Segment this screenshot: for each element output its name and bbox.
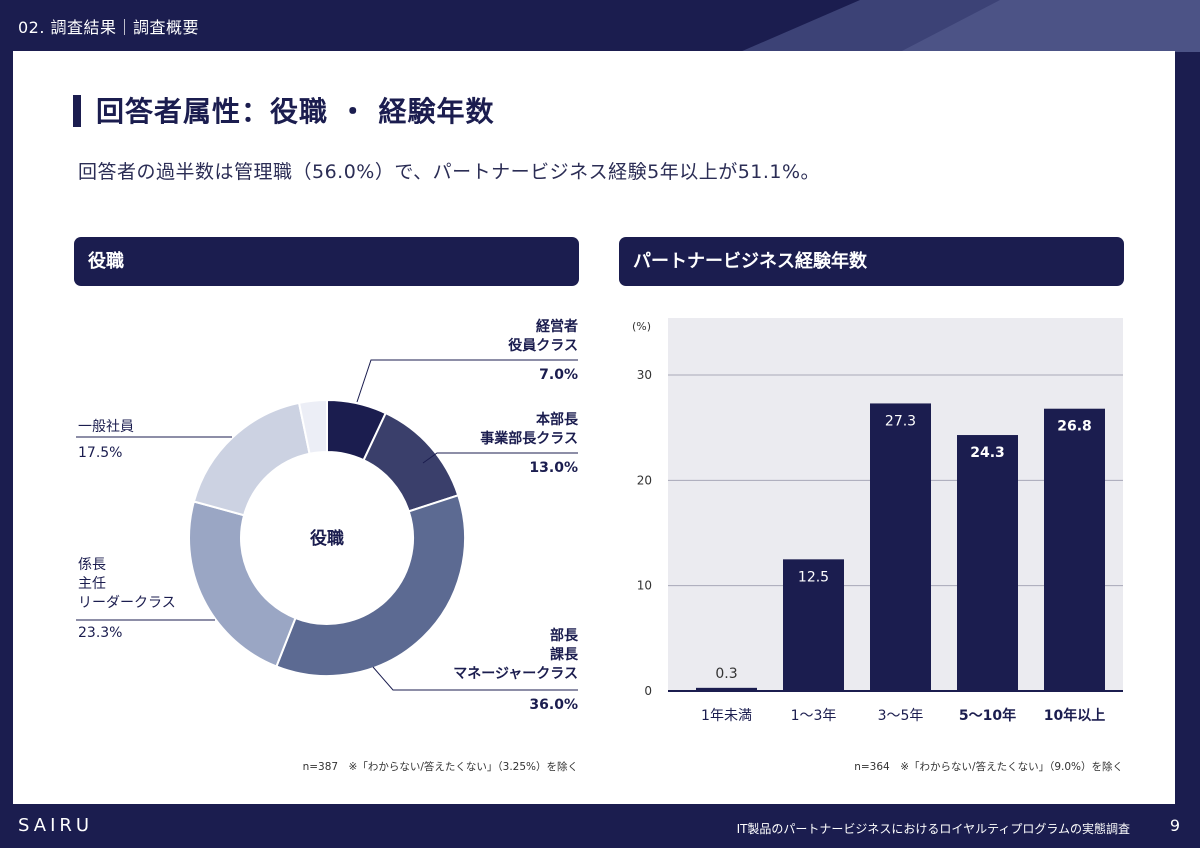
panel-header-role: 役職 [74, 237, 579, 286]
page-number: 9 [1169, 816, 1180, 835]
top-bar: 02. 調査結果｜調査概要 [0, 0, 1200, 52]
slice-value-division-head: 13.0% [529, 460, 578, 476]
slice-label-executive: 経営者 役員クラス [508, 319, 578, 354]
slice-label-manager: 部長 課長 マネージャークラス [453, 628, 578, 682]
leader-lines [76, 359, 578, 691]
leader-line-executive [356, 359, 578, 403]
role-note: n=387 ※「わからない/答えたくない」（3.25%）を除く [302, 761, 578, 773]
header-decoration [0, 0, 1200, 52]
donut-hole [241, 452, 413, 624]
leader-line-manager [372, 666, 578, 691]
slice-label-staff: 一般社員 [78, 419, 134, 435]
experience-note: n=364 ※「わからない/答えたくない」（9.0%）を除く [854, 761, 1123, 773]
slice-label-division-head: 本部長 事業部長クラス [480, 412, 578, 447]
report-title: IT製品のパートナービジネスにおけるロイヤルティプログラムの実態調査 [736, 822, 1130, 836]
slice-value-staff: 17.5% [78, 445, 123, 461]
breadcrumb: 02. 調査結果｜調査概要 [18, 18, 200, 37]
title-accent-bar [73, 95, 81, 127]
company-logo: SAIRU [18, 815, 94, 836]
slice-value-manager: 36.0% [529, 697, 578, 713]
donut-center-label: 役職 [310, 528, 344, 549]
page-title: 回答者属性：役職 ・ 経験年数 [96, 95, 495, 128]
page-subtitle: 回答者の過半数は管理職（56.0%）で、パートナービジネス経験5年以上が51.1… [78, 161, 821, 183]
leader-line-division-head [422, 452, 578, 464]
slice-label-leader: 係長 主任 リーダークラス [78, 557, 176, 611]
slice-value-executive: 7.0% [539, 367, 578, 383]
panel-header-experience: パートナービジネス経験年数 [619, 237, 1124, 286]
slice-value-leader: 23.3% [78, 625, 123, 641]
